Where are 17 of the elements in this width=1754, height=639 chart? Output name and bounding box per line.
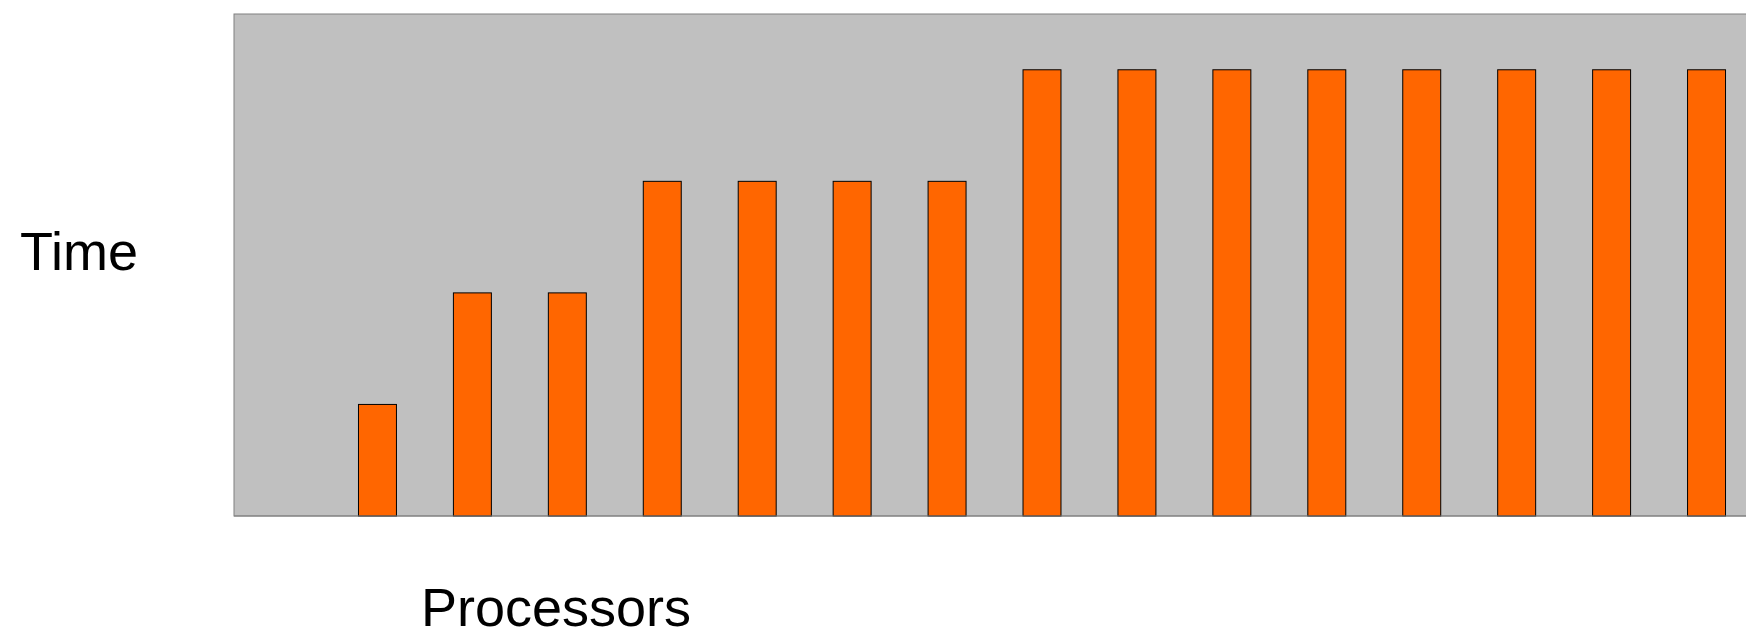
bar bbox=[547, 292, 587, 517]
bar bbox=[927, 180, 967, 517]
bar bbox=[1497, 69, 1537, 517]
bar bbox=[1117, 69, 1157, 517]
bar bbox=[642, 180, 682, 517]
x-axis-title: Processors bbox=[421, 577, 692, 637]
bar bbox=[1687, 69, 1727, 517]
bar bbox=[357, 403, 397, 517]
bar bbox=[1022, 69, 1062, 517]
bar bbox=[1592, 69, 1632, 517]
bar bbox=[1212, 69, 1252, 517]
bar bbox=[832, 180, 872, 517]
bar bbox=[452, 292, 492, 517]
y-axis-title: Time bbox=[20, 221, 138, 281]
bar bbox=[737, 180, 777, 517]
bar bbox=[1307, 69, 1347, 517]
bar bbox=[1402, 69, 1442, 517]
